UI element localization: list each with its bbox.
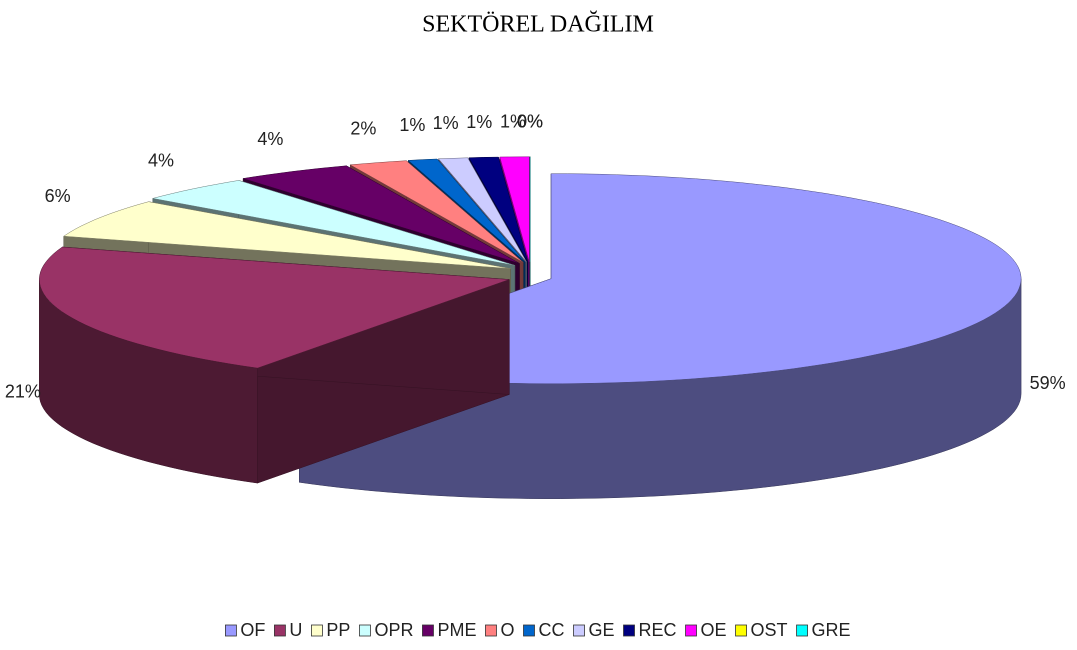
legend-swatch — [623, 624, 635, 637]
data-label: 59% — [1030, 373, 1066, 393]
legend-label: OE — [701, 620, 727, 640]
legend-label: REC — [639, 620, 677, 640]
legend-swatch — [359, 624, 371, 637]
data-label: 4% — [148, 150, 174, 170]
legend-label: OF — [240, 620, 265, 640]
chart-title: SEKTÖREL DAĞILIM — [422, 12, 654, 38]
legend-label: PME — [437, 620, 476, 640]
slice — [407, 158, 526, 263]
data-label: 2% — [350, 118, 376, 138]
slice — [243, 165, 520, 264]
legend-swatch — [274, 624, 286, 637]
data-label: 0% — [517, 111, 543, 131]
data-label: 0% — [517, 111, 543, 131]
legend-swatch — [573, 624, 585, 637]
legend-label: GE — [588, 620, 614, 640]
data-label: 1% — [399, 115, 425, 135]
legend-label: GRE — [812, 620, 851, 640]
data-label: 6% — [45, 186, 71, 206]
slice — [39, 246, 510, 369]
legend-swatch — [422, 624, 434, 637]
legend-swatch — [685, 624, 697, 637]
pie: 59%21%6%4%4%2% 1% 1% 1% 1%0%0% — [5, 111, 1066, 499]
legend-label: U — [289, 620, 302, 640]
legend-swatch — [735, 624, 747, 637]
data-label: 21% — [5, 382, 41, 402]
legend-label: O — [500, 620, 514, 640]
data-label: 4% — [257, 129, 283, 149]
legend-swatch — [523, 624, 535, 637]
slice — [499, 156, 530, 262]
data-label: 1% — [433, 113, 459, 133]
legend-swatch — [311, 624, 323, 637]
legend-label: OPR — [374, 620, 413, 640]
legend-label: CC — [538, 620, 564, 640]
slice — [152, 180, 515, 266]
data-label: 1% — [500, 111, 526, 131]
legend: OF U PP OPR PME O CC GE REC OE OST GRE — [225, 620, 851, 640]
slice — [349, 160, 524, 263]
data-label: 1% — [466, 112, 492, 132]
legend-swatch — [225, 624, 237, 637]
legend-label: PP — [326, 620, 350, 640]
slice — [62, 201, 511, 269]
slice — [468, 156, 529, 263]
legend-swatch — [485, 624, 497, 637]
legend-label: OST — [751, 620, 788, 640]
legend-swatch — [796, 624, 808, 637]
slice — [437, 157, 527, 263]
